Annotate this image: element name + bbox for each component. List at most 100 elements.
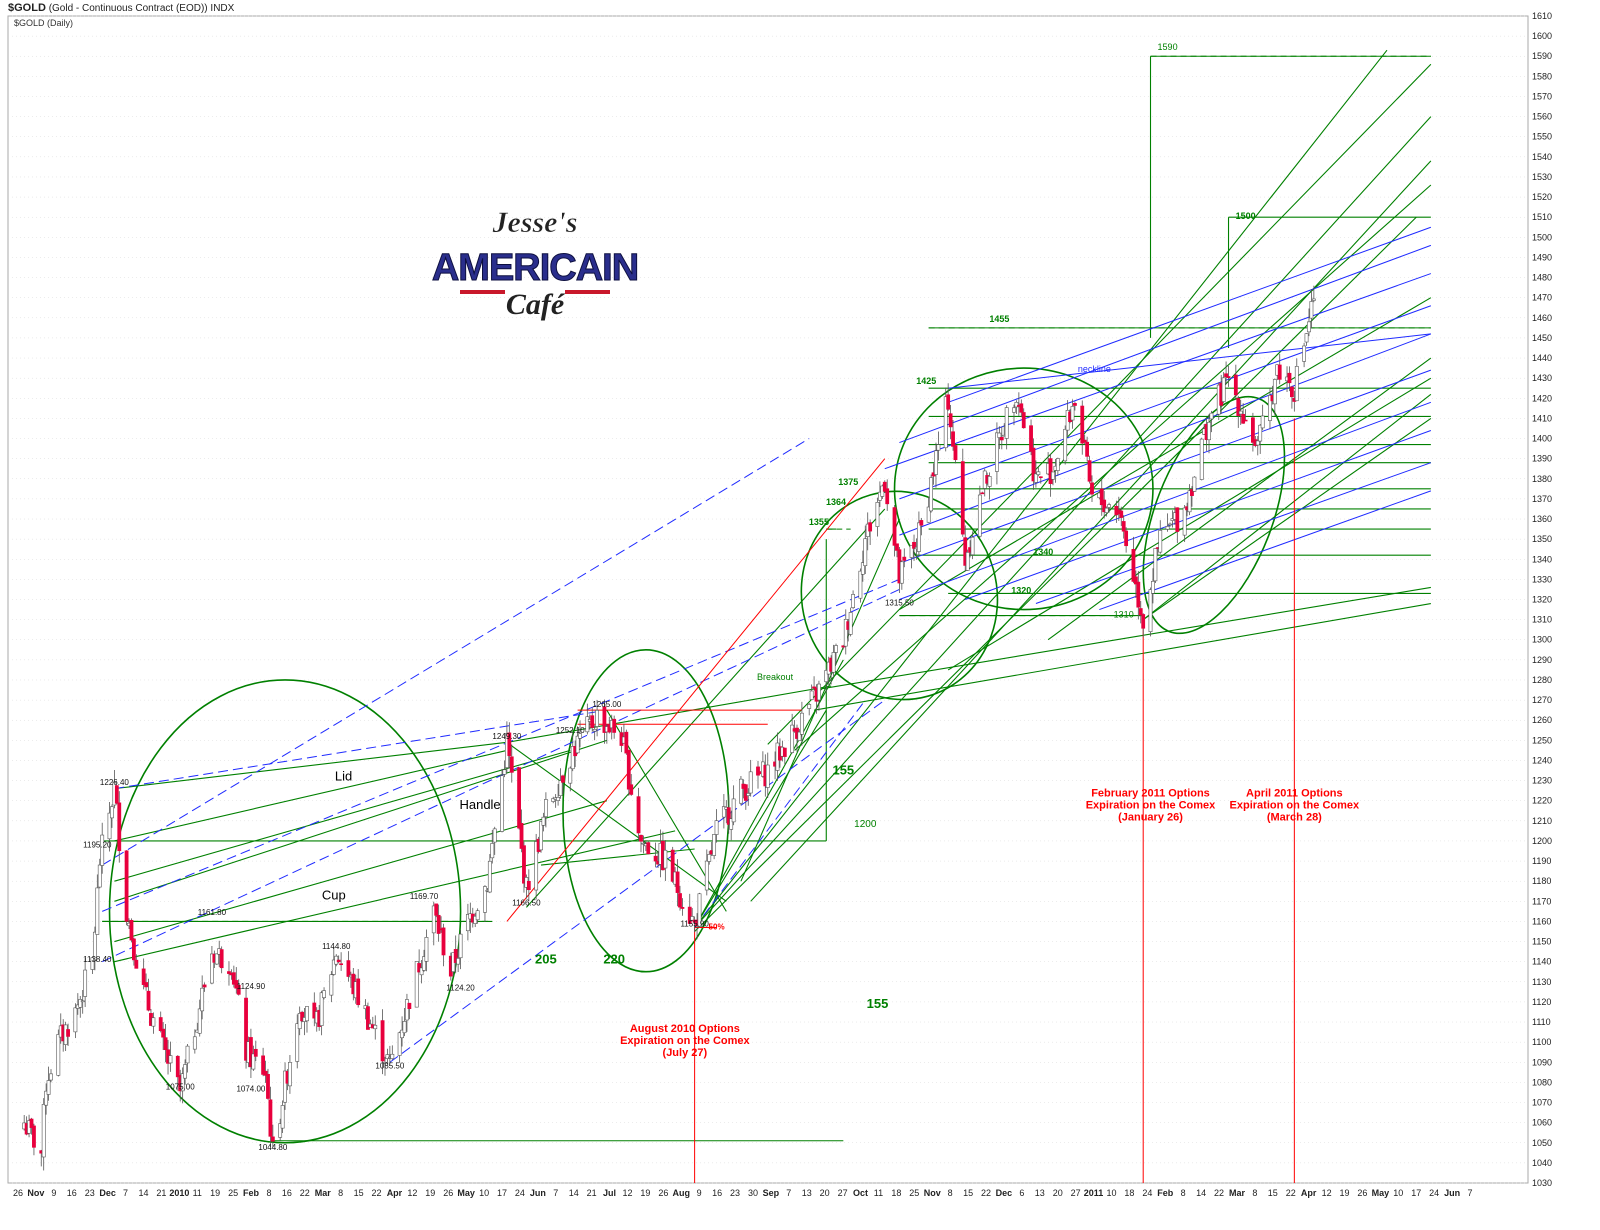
candle-body xyxy=(960,461,965,535)
description: (Gold - Continuous Contract (EOD)) xyxy=(48,3,208,14)
candle-body xyxy=(739,778,743,804)
candle-body xyxy=(926,506,931,523)
y-tick-label: 1470 xyxy=(1532,293,1552,303)
candle-body xyxy=(1290,386,1294,398)
green-trendline xyxy=(540,848,695,866)
candle-body xyxy=(1153,548,1158,582)
candle-body xyxy=(492,828,497,843)
candle-body xyxy=(556,797,560,801)
candle-body xyxy=(743,784,748,801)
candle-body xyxy=(490,843,495,859)
candle-body xyxy=(465,914,470,932)
candle-body xyxy=(1272,379,1277,405)
x-tick-label: 22 xyxy=(1214,1188,1224,1198)
candle-body xyxy=(1063,428,1068,462)
candle-body xyxy=(919,520,924,526)
candle-body xyxy=(414,961,419,1008)
candle-body xyxy=(629,784,634,795)
price-label: 1044.80 xyxy=(258,1143,287,1152)
green-trendline xyxy=(114,749,508,842)
y-tick-label: 1240 xyxy=(1532,755,1552,765)
y-tick-label: 1580 xyxy=(1532,71,1552,81)
candle-body xyxy=(748,771,753,794)
y-tick-label: 1430 xyxy=(1532,373,1552,383)
y-tick-label: 1090 xyxy=(1532,1057,1552,1067)
x-tick-label: Jun xyxy=(1444,1188,1460,1198)
green-trendline xyxy=(1047,357,1432,641)
x-tick-label: 18 xyxy=(891,1188,901,1198)
candle-body xyxy=(946,394,951,410)
candle-body xyxy=(882,481,887,492)
candle-body xyxy=(41,1104,46,1158)
expiration-note: August 2010 Options xyxy=(630,1023,740,1035)
x-tick-label: 10 xyxy=(1106,1188,1116,1198)
candle-body xyxy=(570,746,575,770)
candle-body xyxy=(117,802,122,852)
expiration-note: Expiration on the Comex xyxy=(1086,800,1216,812)
candle-body xyxy=(1251,417,1255,443)
y-tick-label: 1400 xyxy=(1532,434,1552,444)
y-tick-label: 1460 xyxy=(1532,313,1552,323)
x-tick-label: Dec xyxy=(996,1188,1013,1198)
candle-body xyxy=(458,933,463,959)
x-tick-label: 16 xyxy=(282,1188,292,1198)
annotation-text: 220 xyxy=(603,952,625,967)
candles-layer xyxy=(22,285,1316,1171)
candle-body xyxy=(824,670,829,683)
candle-body xyxy=(626,749,631,790)
candle-body xyxy=(200,987,205,1012)
green-trendline xyxy=(114,830,676,963)
annotation-text: 155 xyxy=(832,763,854,778)
x-tick-label: 12 xyxy=(1322,1188,1332,1198)
y-tick-label: 1560 xyxy=(1532,112,1552,122)
candle-body xyxy=(965,552,970,571)
x-tick-label: 8 xyxy=(948,1188,953,1198)
y-tick-label: 1200 xyxy=(1532,836,1552,846)
annotation-text: 1500 xyxy=(1236,211,1256,221)
candle-body xyxy=(1036,471,1041,475)
candle-body xyxy=(422,956,426,971)
y-tick-label: 1180 xyxy=(1532,876,1551,886)
candle-body xyxy=(1099,488,1104,506)
candle-body xyxy=(1241,413,1246,424)
annotation-text: 1425 xyxy=(916,376,936,386)
y-tick-label: 1060 xyxy=(1532,1118,1552,1128)
price-label: 1226.40 xyxy=(100,778,129,787)
candle-body xyxy=(953,445,958,461)
green-trendline xyxy=(1142,393,1432,621)
candle-body xyxy=(124,850,129,922)
candle-body xyxy=(80,1000,85,1003)
candle-body xyxy=(799,712,804,735)
period-label: $GOLD (Daily) xyxy=(14,18,74,28)
candle-body xyxy=(726,807,731,825)
candle-body xyxy=(595,710,600,727)
candle-body xyxy=(721,806,726,818)
green-trendline xyxy=(750,160,1432,902)
x-tick-label: Sep xyxy=(763,1188,780,1198)
candle-body xyxy=(141,968,146,985)
exchange: INDX xyxy=(210,3,235,14)
candle-body xyxy=(1148,589,1153,632)
price-label: 1138.40 xyxy=(83,955,112,964)
price-label: 1124.90 xyxy=(237,982,266,991)
blue-trendline xyxy=(101,438,810,866)
y-tick-label: 1110 xyxy=(1532,1017,1551,1027)
candle-body xyxy=(902,556,907,561)
candle-body xyxy=(92,931,97,961)
y-tick-label: 1550 xyxy=(1532,132,1552,142)
x-tick-label: 26 xyxy=(658,1188,668,1198)
candle-body xyxy=(244,997,248,1061)
price-label: 1166.50 xyxy=(512,898,541,907)
x-tick-label: Jul xyxy=(603,1188,616,1198)
candle-body xyxy=(502,769,507,775)
y-tick-label: 1370 xyxy=(1532,494,1552,504)
candle-body xyxy=(231,972,236,985)
candle-body xyxy=(453,949,458,963)
candle-body xyxy=(1268,395,1272,421)
candle-body xyxy=(329,974,334,996)
candle-body xyxy=(977,494,982,537)
green-trendline xyxy=(114,800,608,943)
candle-body xyxy=(146,990,151,1011)
candle-body xyxy=(782,747,787,757)
